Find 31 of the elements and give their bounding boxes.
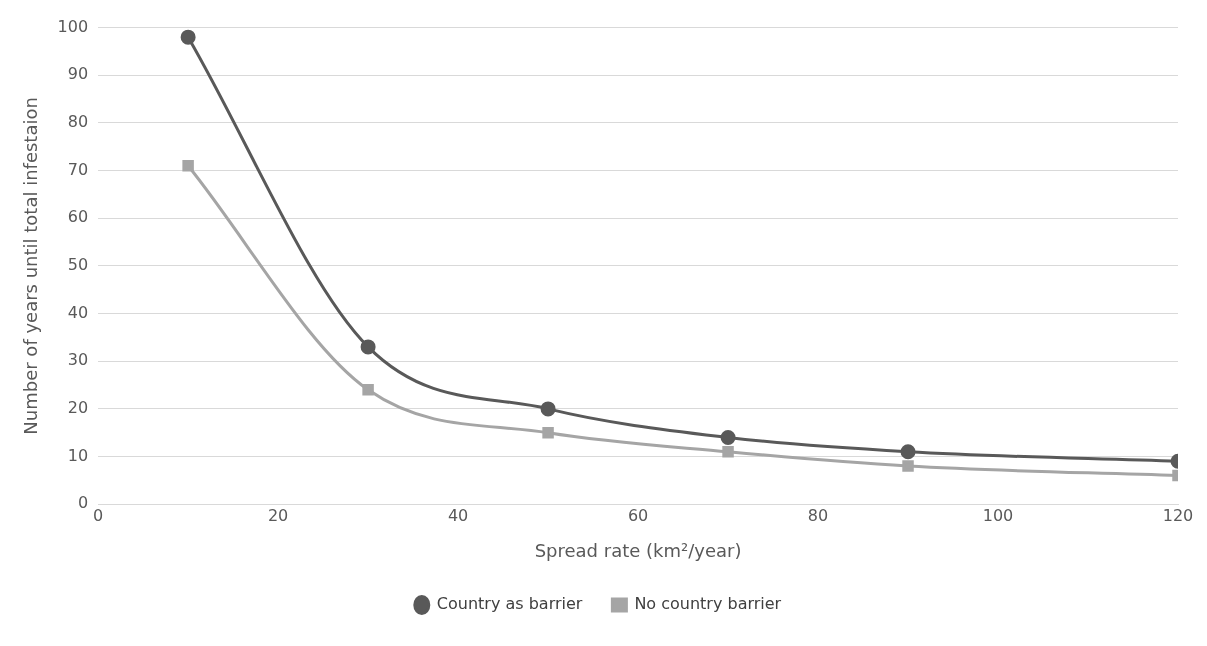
y-tick-label: 90 [67,64,89,84]
point [900,444,916,460]
point [720,429,736,445]
point [360,339,376,355]
point [542,426,554,439]
y-tick-label: 30 [67,350,89,370]
y-tick-label: 80 [67,112,89,132]
y-tick-label: 10 [67,445,89,465]
y-tick-label: 40 [67,302,89,322]
point [902,460,914,472]
x-tick-label: 40 [447,505,469,525]
legend-label: Country as barrier [436,594,583,614]
point [362,384,374,396]
point [180,29,196,45]
y-axis-title: Number of years until total infestaion [20,97,42,435]
point [540,401,556,417]
x-tick-label: 0 [93,505,104,525]
x-axis-title: Spread rate (km²/year) [534,539,742,561]
y-tick-label: 60 [67,207,89,227]
y-tick-label: 70 [67,159,89,179]
point [722,446,734,458]
y-tick-label: 20 [67,398,89,418]
x-tick-label: 60 [627,505,649,525]
x-tick-label: 100 [982,505,1014,525]
y-tick-label: 50 [67,255,89,275]
x-tick-label: 80 [807,505,829,525]
x-tick-label: 20 [267,505,289,525]
point [182,160,194,172]
y-tick-label: 100 [57,16,89,36]
legend-label: No country barrier [634,594,782,614]
x-tick-label: 120 [1162,505,1194,525]
